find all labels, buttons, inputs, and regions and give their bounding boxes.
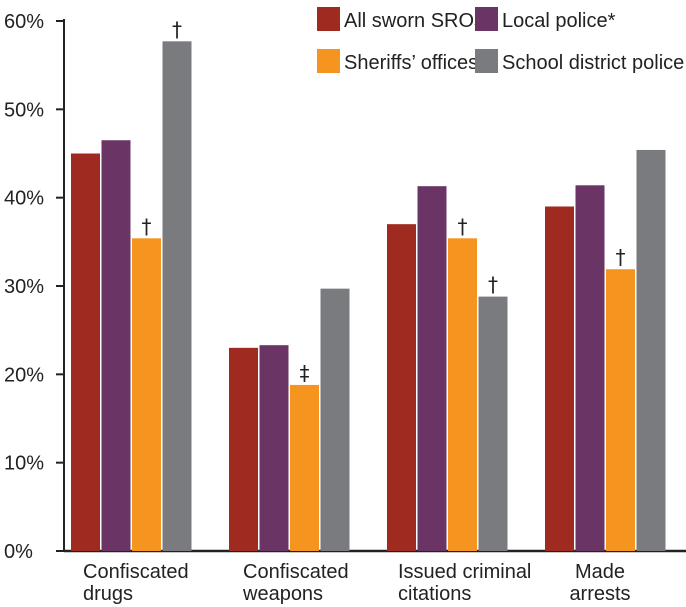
legend-swatch xyxy=(317,49,340,73)
significance-marker: † xyxy=(458,214,468,238)
bar-all-sworn-sros-1 xyxy=(229,347,258,551)
bar-school-district-police-1 xyxy=(320,288,350,551)
y-tick-label: 30% xyxy=(4,276,44,298)
x-category-label: weapons xyxy=(242,583,323,605)
bar-local-police-1 xyxy=(259,345,289,551)
legend-label: Sheriffs’ offices xyxy=(344,52,478,74)
bar-sheriffs-offices-1 xyxy=(290,384,319,551)
y-tick-label: 0% xyxy=(4,541,33,563)
y-tick-label: 20% xyxy=(4,364,44,386)
bar-school-district-police-3 xyxy=(636,149,666,551)
y-tick-label: 10% xyxy=(4,453,44,475)
x-category-label: Made xyxy=(575,561,625,583)
significance-marker: † xyxy=(142,214,152,238)
significance-marker: † xyxy=(172,17,182,41)
legend: All sworn SROs Local police* Sheriffs’ off… xyxy=(317,7,684,74)
legend-label: School district police xyxy=(502,52,684,74)
legend-label: Local police* xyxy=(502,10,616,32)
legend-swatch xyxy=(317,7,340,31)
bar-sheriffs-offices-0 xyxy=(132,238,161,552)
bar-local-police-2 xyxy=(417,186,447,551)
significance-marker: † xyxy=(616,245,626,269)
category-labels: ConfiscateddrugsConfiscatedweaponsIssued… xyxy=(83,561,631,605)
x-category-label: drugs xyxy=(83,583,133,605)
x-category-label: Issued criminal xyxy=(398,561,531,583)
marker-layer: † ‡ † † † † xyxy=(142,17,626,385)
legend-swatch xyxy=(475,49,498,73)
significance-marker: † xyxy=(488,273,498,297)
x-category-label: Confiscated xyxy=(83,561,189,583)
legend-label: All sworn SROs xyxy=(344,10,484,32)
bar-layer xyxy=(71,41,666,552)
y-tick-label: 50% xyxy=(4,99,44,121)
bar-all-sworn-sros-2 xyxy=(387,224,416,551)
axis-layer: 0% 10% 20% 30% 40% 50% 60% xyxy=(4,11,686,563)
y-tick-label: 40% xyxy=(4,188,44,210)
bar-all-sworn-sros-3 xyxy=(545,206,574,551)
legend-swatch xyxy=(475,7,498,31)
bar-school-district-police-2 xyxy=(478,296,508,551)
bar-local-police-0 xyxy=(101,140,131,551)
bar-school-district-police-0 xyxy=(162,41,192,552)
bar-sheriffs-offices-2 xyxy=(448,238,477,552)
bar-local-police-3 xyxy=(575,185,605,552)
x-category-label: Confiscated xyxy=(243,561,349,583)
y-tick-label: 60% xyxy=(4,11,44,33)
bar-sheriffs-offices-3 xyxy=(606,269,635,551)
x-category-label: citations xyxy=(398,583,471,605)
bar-all-sworn-sros-0 xyxy=(71,153,100,551)
x-category-label: arrests xyxy=(569,583,630,605)
significance-marker: ‡ xyxy=(300,361,310,385)
